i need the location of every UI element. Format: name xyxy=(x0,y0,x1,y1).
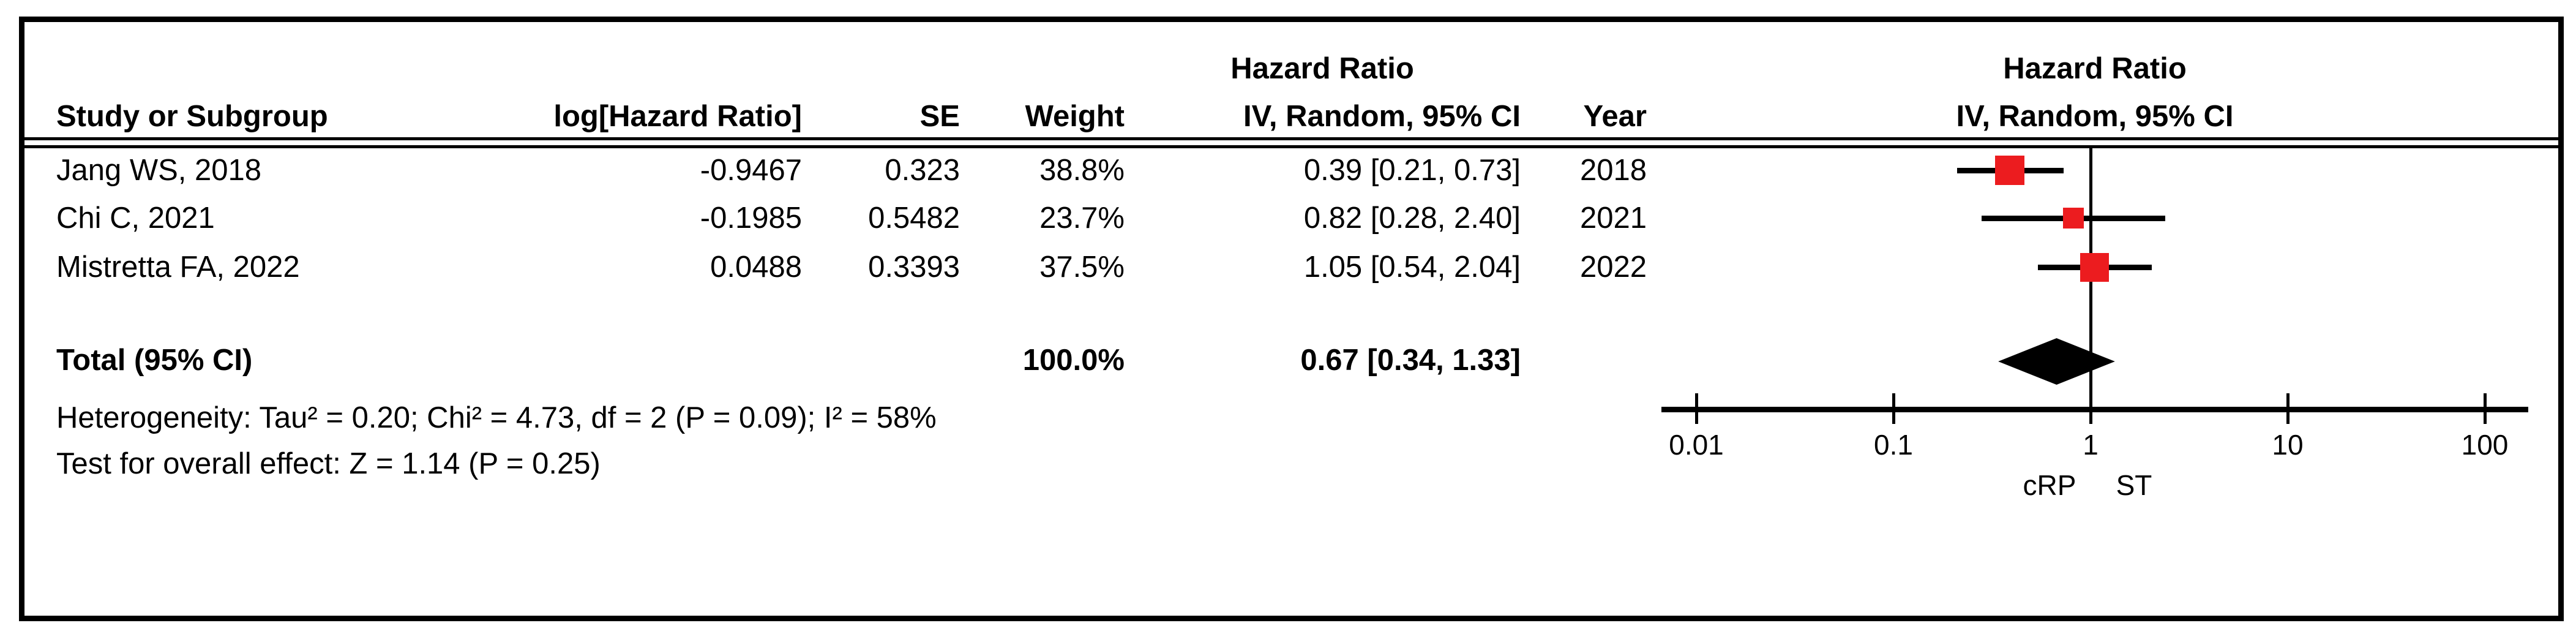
x-axis-tick-label: 0.01 xyxy=(1669,429,1724,461)
study-se-cell: 0.5482 xyxy=(868,202,960,235)
favour-right-label: ST xyxy=(2116,469,2152,501)
favour-left-label: cRP xyxy=(2023,469,2076,501)
x-axis-tick xyxy=(2484,393,2487,424)
study-loghr-cell: -0.9467 xyxy=(700,154,802,187)
x-axis-line xyxy=(1661,407,2528,412)
study-year-cell: 2018 xyxy=(1579,154,1647,187)
study-weight-cell: 37.5% xyxy=(1039,251,1125,284)
column-header-weight: Weight xyxy=(1025,100,1125,133)
column-header-study: Study or Subgroup xyxy=(56,100,328,133)
study-ci-cell: 0.39 [0.21, 0.73] xyxy=(1303,154,1521,187)
right-panel-subtitle: IV, Random, 95% CI xyxy=(1956,100,2234,133)
total-ci-cell: 0.67 [0.34, 1.33] xyxy=(1300,344,1521,377)
left-panel-title: Hazard Ratio xyxy=(1230,52,1414,85)
study-se-cell: 0.323 xyxy=(885,154,960,187)
study-weight-square xyxy=(2080,252,2110,282)
overall-effect-note: Test for overall effect: Z = 1.14 (P = 0… xyxy=(56,447,601,480)
heterogeneity-note: Heterogeneity: Tau² = 0.20; Chi² = 4.73,… xyxy=(56,401,937,434)
study-weight-cell: 38.8% xyxy=(1039,154,1125,187)
x-axis-tick xyxy=(2089,393,2092,424)
header-separator-double-line xyxy=(19,137,2564,148)
study-ci-cell: 1.05 [0.54, 2.04] xyxy=(1303,251,1521,284)
total-weight-cell: 100.0% xyxy=(1022,344,1125,377)
study-ci-cell: 0.82 [0.28, 2.40] xyxy=(1303,202,1521,235)
study-loghr-cell: 0.0488 xyxy=(710,251,802,284)
x-axis-tick-label: 100 xyxy=(2461,429,2509,461)
figure-border-frame xyxy=(19,17,2564,621)
study-weight-square xyxy=(2063,208,2084,229)
column-header-se: SE xyxy=(919,100,960,133)
study-weight-square xyxy=(1995,156,2025,185)
total-label: Total (95% CI) xyxy=(56,344,253,377)
column-header-ci: IV, Random, 95% CI xyxy=(1243,100,1521,133)
x-axis-tick xyxy=(2286,393,2290,424)
study-se-cell: 0.3393 xyxy=(868,251,960,284)
x-axis-tick-label: 1 xyxy=(2083,429,2099,461)
right-panel-title: Hazard Ratio xyxy=(2003,52,2187,85)
study-year-cell: 2021 xyxy=(1579,202,1647,235)
study-weight-cell: 23.7% xyxy=(1039,202,1125,235)
study-name-cell: Chi C, 2021 xyxy=(56,202,215,235)
study-loghr-cell: -0.1985 xyxy=(700,202,802,235)
x-axis-tick xyxy=(1892,393,1895,424)
study-name-cell: Jang WS, 2018 xyxy=(56,154,262,187)
x-axis-tick xyxy=(1695,393,1698,424)
x-axis-tick-label: 10 xyxy=(2272,429,2304,461)
study-year-cell: 2022 xyxy=(1579,251,1647,284)
column-header-year: Year xyxy=(1583,100,1647,133)
x-axis-tick-label: 0.1 xyxy=(1874,429,1913,461)
study-name-cell: Mistretta FA, 2022 xyxy=(56,251,300,284)
column-header-loghr: log[Hazard Ratio] xyxy=(553,100,802,133)
